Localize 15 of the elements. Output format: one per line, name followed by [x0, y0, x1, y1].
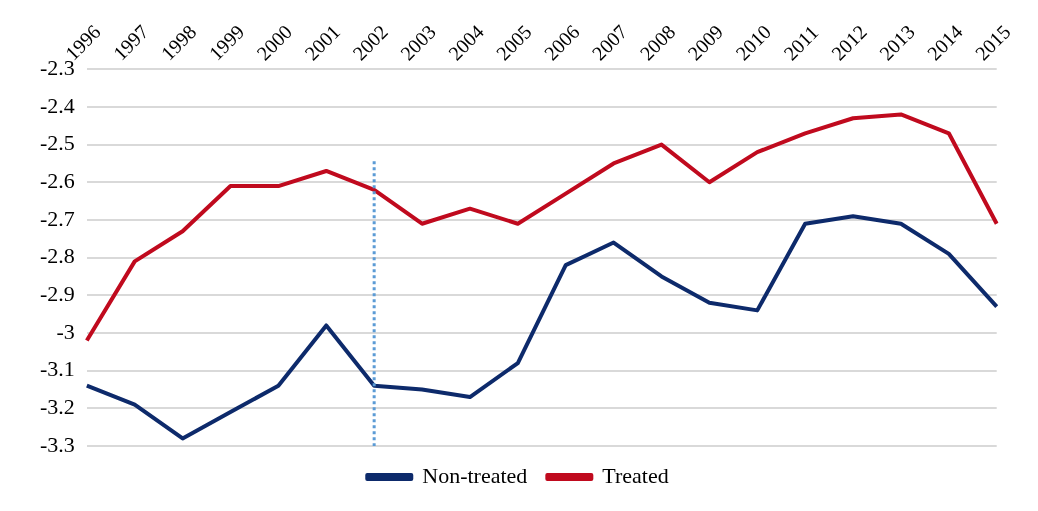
y-tick-label: -2.4	[40, 92, 75, 118]
y-tick-label: -3.1	[40, 356, 75, 382]
x-tick-label: 1998	[156, 20, 201, 65]
y-tick-label: -2.8	[40, 243, 75, 269]
legend-label: Non-treated	[422, 462, 528, 488]
y-tick-label: -2.7	[40, 205, 75, 231]
legend-label: Treated	[602, 462, 669, 488]
y-tick-label: -3.3	[40, 431, 75, 457]
y-tick-label: -3.2	[40, 394, 75, 420]
y-tick-label: -2.5	[40, 130, 75, 156]
y-tick-label: -2.6	[40, 168, 75, 194]
x-tick-label: 1999	[204, 20, 249, 65]
y-tick-label: -2.9	[40, 281, 75, 307]
x-tick-label: 2011	[779, 20, 823, 65]
y-tick-label: -3	[56, 318, 75, 344]
